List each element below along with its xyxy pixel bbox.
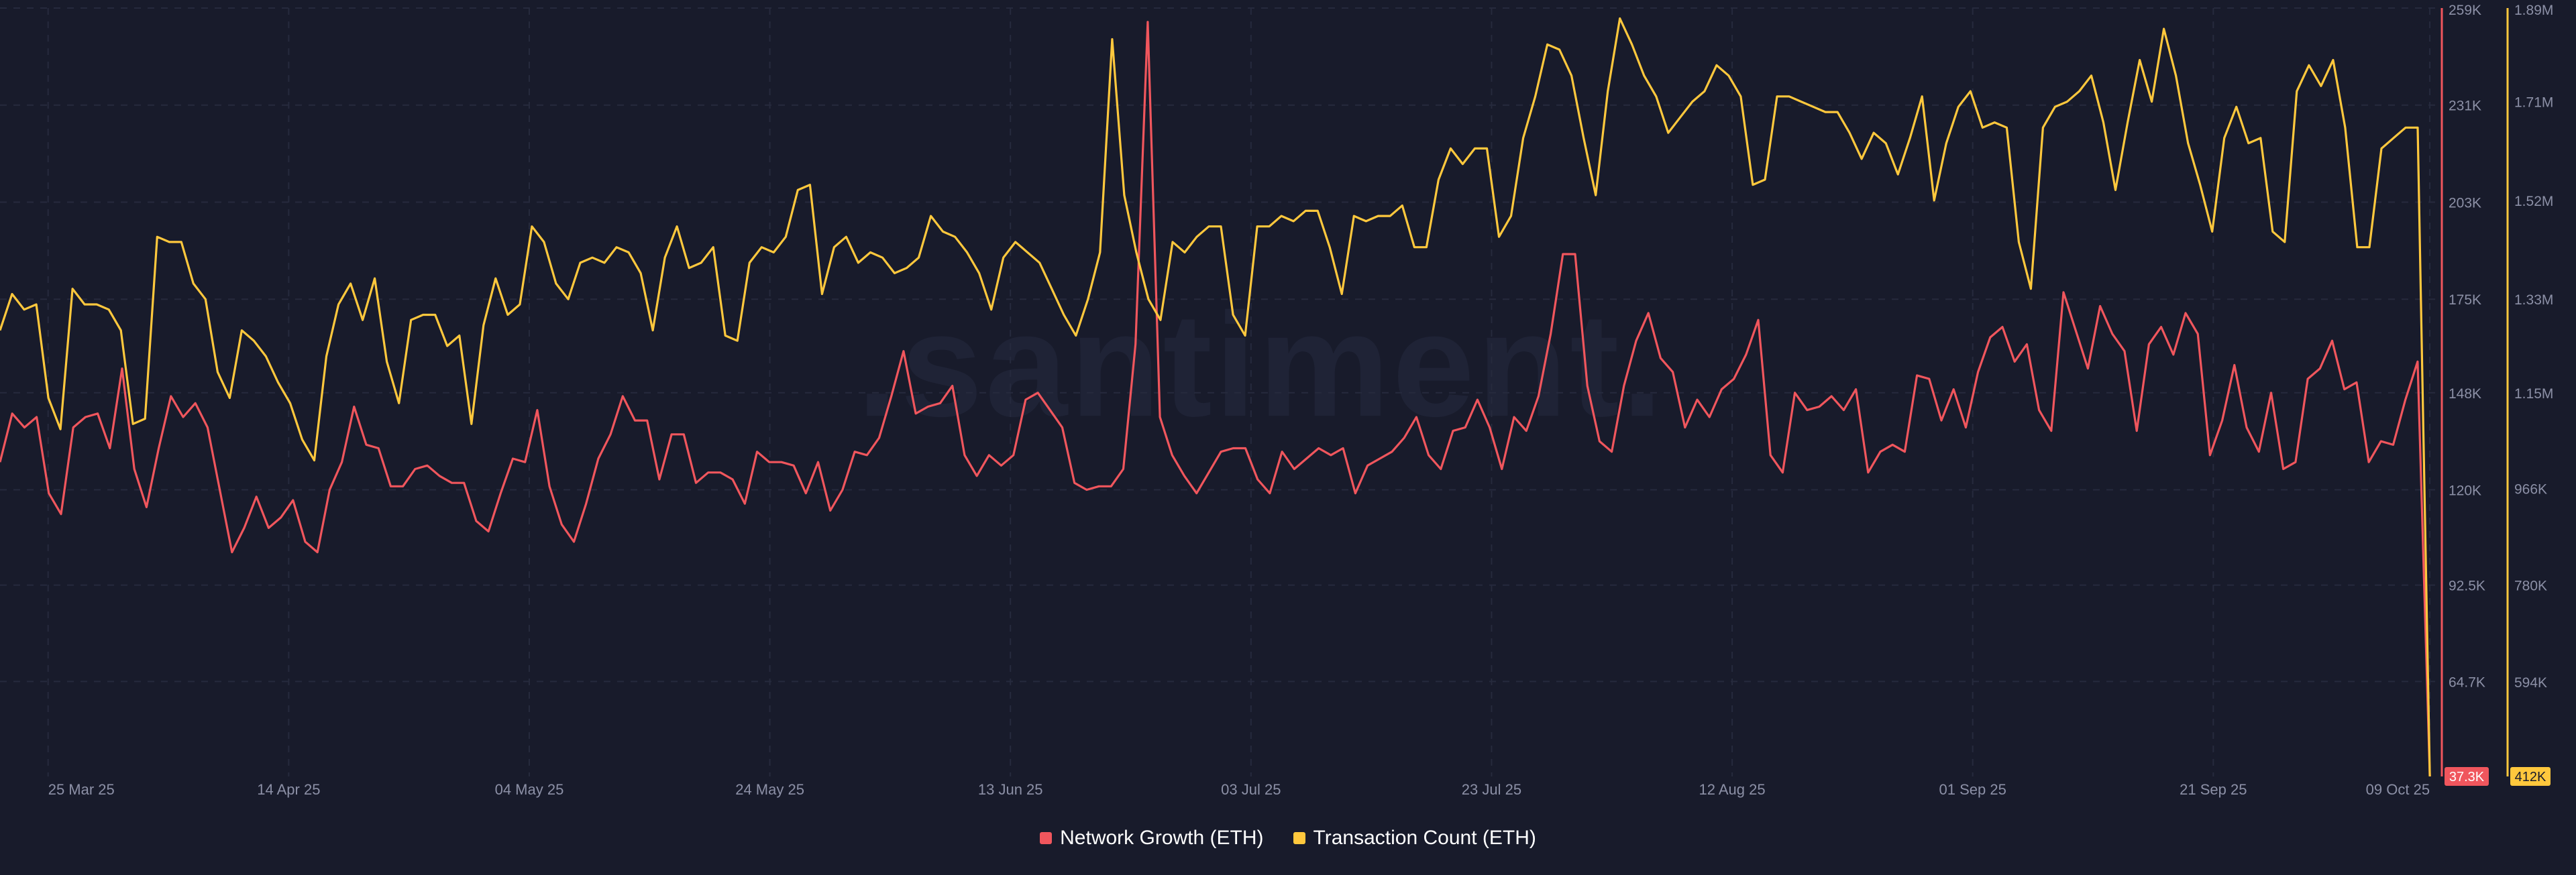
x-tick-label: 03 Jul 25 xyxy=(1221,781,1281,798)
y-tick-label-transaction-count: 1.89M xyxy=(2514,3,2553,18)
legend-swatch-network-growth xyxy=(1040,832,1053,844)
y-tick-label-transaction-count: 1.52M xyxy=(2514,194,2553,209)
last-value-badge-network-growth xyxy=(2445,767,2489,786)
x-tick-label: 04 May 25 xyxy=(495,781,564,798)
legend-item-network-growth[interactable]: Network Growth (ETH) xyxy=(1040,827,1264,850)
y-tick-label-network-growth: 175K xyxy=(2449,292,2481,308)
y-tick-label-transaction-count: 1.71M xyxy=(2514,95,2553,111)
y-tick-label-transaction-count: 1.33M xyxy=(2514,292,2553,308)
y-tick-label-network-growth: 120K xyxy=(2449,483,2481,499)
x-tick-label: 23 Jul 25 xyxy=(1462,781,1521,798)
legend-label-network-growth: Network Growth (ETH) xyxy=(1060,827,1264,849)
last-value-label-network-growth: 37.3K xyxy=(2449,770,2485,784)
series-line-transaction-count xyxy=(0,17,2431,777)
y-tick-label-network-growth: 259K xyxy=(2449,3,2481,18)
y-tick-label-network-growth: 148K xyxy=(2449,386,2481,402)
x-tick-label: 14 Apr 25 xyxy=(257,781,320,798)
x-tick-label: 25 Mar 25 xyxy=(48,781,115,798)
x-tick-label: 09 Oct 25 xyxy=(2366,781,2430,798)
legend-item-transaction-count[interactable]: Transaction Count (ETH) xyxy=(1293,827,1536,850)
y-tick-label-transaction-count: 594K xyxy=(2514,675,2547,691)
x-tick-label: 12 Aug 25 xyxy=(1699,781,1766,798)
legend-label-transaction-count: Transaction Count (ETH) xyxy=(1313,827,1536,849)
y-tick-label-transaction-count: 1.15M xyxy=(2514,386,2553,402)
y-tick-label-network-growth: 203K xyxy=(2449,195,2481,211)
last-value-label-transaction-count: 412K xyxy=(2515,770,2546,784)
y-tick-label-network-growth: 92.5K xyxy=(2449,579,2485,594)
legend-swatch-transaction-count xyxy=(1293,832,1305,844)
y-tick-label-transaction-count: 966K xyxy=(2514,481,2547,497)
y-tick-label-network-growth: 231K xyxy=(2449,99,2481,114)
x-tick-label: 01 Sep 25 xyxy=(1939,781,2006,798)
y-tick-label-network-growth: 64.7K xyxy=(2449,675,2485,690)
x-tick-label: 13 Jun 25 xyxy=(978,781,1043,798)
last-value-badge-transaction-count xyxy=(2510,767,2551,786)
legend: Network Growth (ETH) Transaction Count (… xyxy=(0,821,2576,856)
y-tick-label-transaction-count: 780K xyxy=(2514,579,2547,594)
x-tick-label: 24 May 25 xyxy=(735,781,804,798)
x-tick-label: 21 Sep 25 xyxy=(2180,781,2247,798)
series-line-network-growth xyxy=(0,21,2431,777)
